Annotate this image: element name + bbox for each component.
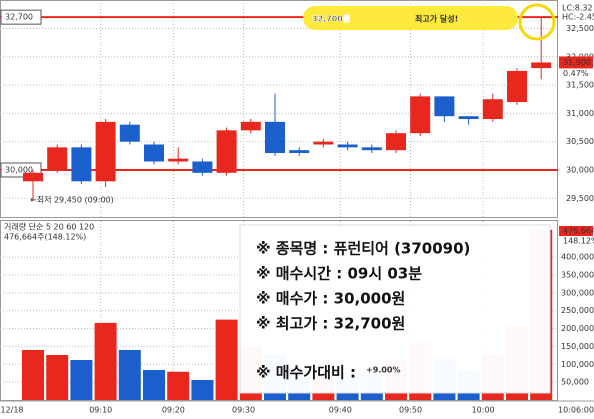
candle-body bbox=[47, 147, 68, 170]
y-tick-label: 29,500 bbox=[566, 194, 594, 203]
candle-body bbox=[216, 130, 237, 173]
y-tick-label: 200,000 bbox=[561, 324, 594, 333]
info-line: ※ 매수시간 : 09시 03분 bbox=[256, 265, 422, 283]
candle-body bbox=[144, 144, 164, 162]
y-tick-label: 300,000 bbox=[561, 288, 594, 297]
y-tick-label: 50,000 bbox=[561, 378, 589, 387]
info-box bbox=[239, 224, 551, 394]
candle-body bbox=[361, 147, 382, 151]
price-line-label: 32,700 bbox=[5, 13, 33, 22]
volume-bar bbox=[46, 355, 69, 400]
result-value: +9.00% bbox=[366, 366, 400, 375]
volume-bar bbox=[215, 319, 238, 400]
last-price-label: 31,900 bbox=[563, 58, 591, 67]
volume-bar bbox=[167, 371, 190, 400]
x-tick-label: 09:40 bbox=[329, 406, 352, 415]
y-tick-label: 350,000 bbox=[561, 271, 594, 280]
candle-body bbox=[119, 124, 140, 142]
candle-body bbox=[168, 158, 189, 162]
candle-body bbox=[458, 116, 479, 120]
volume-last-label: 476,664 bbox=[563, 227, 594, 236]
y-tick-label: 100,000 bbox=[561, 360, 594, 369]
highlight-circle bbox=[518, 3, 556, 41]
y-tick-label: 150,000 bbox=[561, 342, 594, 351]
candle-body bbox=[71, 147, 92, 182]
volume-bar bbox=[22, 350, 44, 400]
price-pane bbox=[0, 0, 558, 218]
volume-bar bbox=[118, 350, 141, 400]
candle-body bbox=[482, 99, 503, 120]
candle-body bbox=[289, 150, 310, 153]
x-tick-label: 09:10 bbox=[89, 406, 112, 415]
y-tick-label: 32,500 bbox=[566, 24, 594, 33]
volume-summary: 476,664주(148.12%) bbox=[4, 233, 86, 242]
candle-body bbox=[337, 144, 358, 148]
volume-last-box bbox=[559, 226, 593, 236]
candle-body bbox=[95, 121, 116, 182]
candle-body bbox=[313, 141, 334, 145]
y-tick-label: 250,000 bbox=[561, 306, 594, 315]
right-note: LC:8.32 bbox=[562, 4, 593, 13]
info-line: ※ 종목명 : 퓨런티어 (370090) bbox=[256, 240, 470, 258]
volume-bar bbox=[70, 360, 93, 400]
price-line-label-box bbox=[0, 9, 42, 25]
price-line-label: 30,000 bbox=[5, 165, 33, 174]
y-tick-label: 31,000 bbox=[566, 109, 594, 118]
volume-last-pct: 148.12% bbox=[563, 237, 594, 246]
x-tick-label: 10:00 bbox=[472, 406, 495, 415]
candle-body bbox=[265, 121, 285, 153]
info-line: ※ 최고가 : 32,700원 bbox=[256, 315, 405, 333]
volume-legend: 거래량 단순 5 20 60 120 bbox=[4, 222, 94, 232]
y-tick-label: 30,000 bbox=[566, 165, 594, 174]
y-tick-label: 31,500 bbox=[566, 81, 594, 90]
headline-price: 32,700원 bbox=[312, 14, 350, 24]
candle-body bbox=[531, 62, 552, 69]
low-annotation: ←최저 29,450 (09:00) bbox=[30, 195, 114, 205]
candle-body bbox=[23, 172, 43, 182]
x-tick-label: 12/18 bbox=[0, 406, 23, 415]
change-label: 0.47% bbox=[563, 69, 589, 78]
candle-body bbox=[386, 133, 406, 151]
candle-body bbox=[240, 121, 261, 131]
volume-bar bbox=[191, 380, 214, 400]
candle-body bbox=[192, 161, 213, 173]
volume-bar bbox=[143, 370, 165, 400]
candle-body bbox=[507, 70, 527, 103]
headline-text: 최고가 달성! bbox=[415, 14, 458, 24]
y-tick-label: 400,000 bbox=[561, 253, 594, 262]
x-tick-label: 09:30 bbox=[232, 406, 255, 415]
candle-body bbox=[434, 96, 455, 117]
info-line: ※ 매수가대비 : bbox=[256, 364, 356, 382]
headline-box bbox=[303, 6, 518, 30]
time-label: 10:06:00 bbox=[558, 406, 594, 415]
candle-body bbox=[410, 96, 431, 134]
x-tick-label: 09:20 bbox=[162, 406, 185, 415]
volume-bar bbox=[94, 322, 117, 400]
y-tick-label: 30,500 bbox=[566, 137, 594, 146]
last-price-box bbox=[559, 56, 593, 69]
x-tick-label: 09:50 bbox=[399, 406, 422, 415]
info-line: ※ 매수가 : 30,000원 bbox=[256, 290, 405, 308]
right-note: HC:-2.45 bbox=[562, 13, 594, 22]
